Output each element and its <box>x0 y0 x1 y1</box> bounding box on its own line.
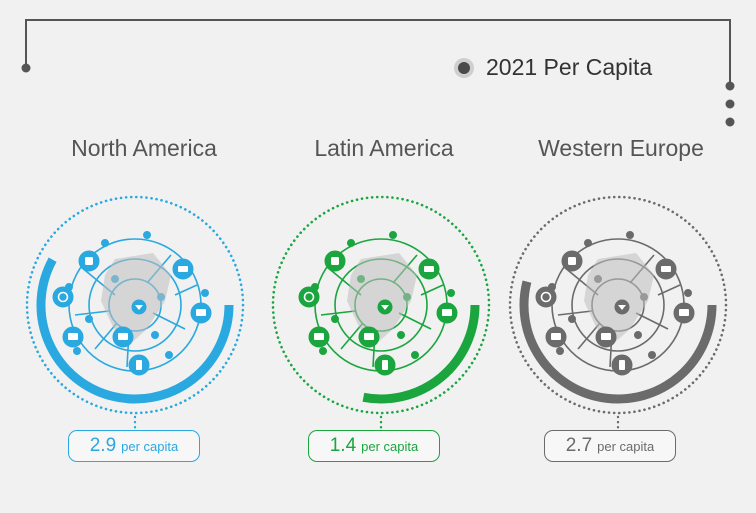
region-title-latin-america: Latin America <box>314 135 454 161</box>
value-label: 1.4 <box>329 435 357 456</box>
legend-label: 2021 Per Capita <box>486 54 653 80</box>
legend: 2021 Per Capita <box>458 54 652 81</box>
value-label: 2.9 <box>89 435 117 456</box>
gauge-dotted-ring <box>25 195 245 415</box>
gauge-value-arc <box>36 257 234 404</box>
gauge-latin-america <box>271 195 491 432</box>
network-map-icon <box>52 230 212 376</box>
gauge-value-arc <box>362 304 480 404</box>
network-map-icon <box>298 230 458 376</box>
unit-label: per capita <box>597 438 655 454</box>
region-title-western-europe: Western Europe <box>538 135 704 161</box>
value-pill-western-europe: 2.7 per capita <box>544 430 676 462</box>
value-pill-latin-america: 1.4 per capita <box>308 430 440 462</box>
gauge-dotted-ring <box>271 195 491 415</box>
gauge-value-arc <box>519 280 717 404</box>
value-pill-north-america: 2.9 per capita <box>68 430 200 462</box>
network-map-icon <box>535 230 695 376</box>
value-label: 2.7 <box>565 435 593 456</box>
region-title-north-america: North America <box>71 135 217 161</box>
frame-lines <box>21 19 735 127</box>
unit-label: per capita <box>361 438 419 454</box>
gauge-north-america <box>25 195 245 432</box>
unit-label: per capita <box>121 438 179 454</box>
legend-marker <box>458 61 470 74</box>
gauge-western-europe <box>508 195 728 432</box>
gauge-dotted-ring <box>508 195 728 415</box>
